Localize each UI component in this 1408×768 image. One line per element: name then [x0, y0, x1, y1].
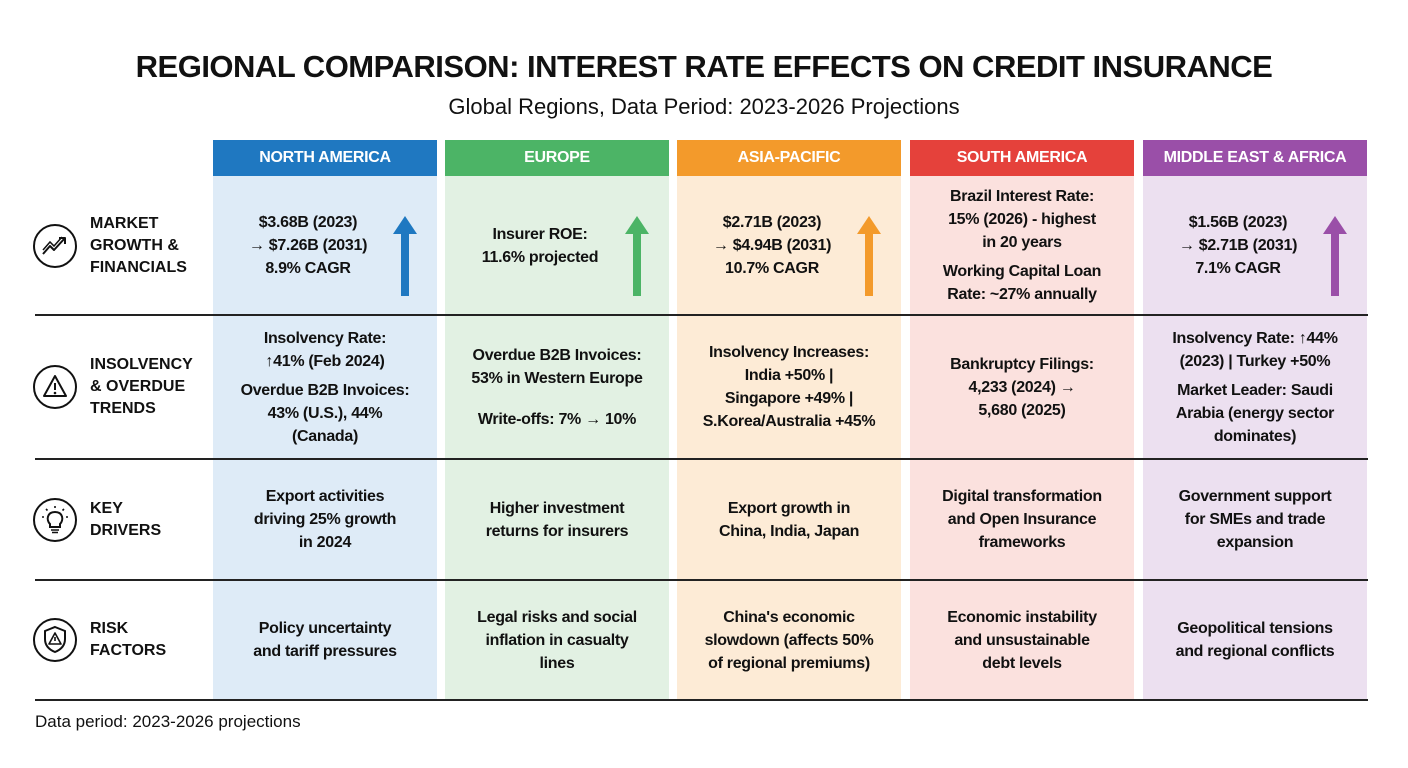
region-header-label: SOUTH AMERICA [956, 149, 1088, 166]
table-cell: China's economic slowdown (affects 50% o… [677, 580, 901, 700]
row-label-text: INSOLVENCY & OVERDUE TRENDS [90, 356, 193, 417]
warning-triangle-icon [33, 365, 77, 409]
table-cell: Legal risks and social inflation in casu… [445, 580, 669, 700]
row-label-text: RISK FACTORS [90, 620, 167, 659]
table-cell: Insolvency Rate: ↑41% (Feb 2024) Overdue … [213, 315, 437, 459]
region-header: EUROPE [445, 140, 669, 176]
up-arrow-icon [857, 216, 881, 296]
table-cell: Geopolitical tensions and regional confl… [1143, 580, 1367, 700]
up-arrow-icon [625, 216, 649, 296]
row-label: KEY DRIVERS [32, 459, 210, 580]
table-cell: Export activities driving 25% growth in … [213, 459, 437, 580]
cell-text: $1.56B (2023) → $2.71B (2031) 7.1% CAGR [1178, 214, 1298, 277]
cell-text: Geopolitical tensions and regional confl… [1175, 620, 1335, 660]
cell-text: Export activities driving 25% growth in … [253, 488, 397, 551]
footer-note: Data period: 2023-2026 projections [35, 712, 301, 731]
table-cell: Export growth in China, India, Japan [677, 459, 901, 580]
cell-text: Write-offs: 7% → 10% [477, 410, 637, 428]
table-cell: $3.68B (2023) → $7.26B (2031) 8.9% CAGR [219, 176, 397, 315]
cell-text: Working Capital Loan Rate: ~27% annually [942, 263, 1102, 303]
cell-text: Export growth in China, India, Japan [718, 499, 860, 540]
row-divider [35, 579, 1368, 581]
cell-text: Insolvency Rate: ↑44% (2023) | Turkey +5… [1172, 329, 1338, 370]
region-column-1 [445, 176, 669, 700]
up-arrow-icon [1323, 216, 1347, 296]
row-label-text: MARKET GROWTH & FINANCIALS [90, 214, 187, 276]
table-cell: Economic instability and unsustainable d… [910, 580, 1134, 700]
shield-warning-icon [33, 618, 77, 662]
row-divider [35, 458, 1368, 460]
cell-text: $3.68B (2023) → $7.26B (2031) 8.9% CAGR [248, 214, 368, 277]
table-cell: Insolvency Rate: ↑44% (2023) | Turkey +5… [1143, 315, 1367, 459]
region-header: SOUTH AMERICA [910, 140, 1134, 176]
table-cell: Higher investment returns for insurers [445, 459, 669, 580]
cell-text: Government support for SMEs and trade ex… [1178, 488, 1332, 551]
table-cell: Digital transformation and Open Insuranc… [910, 459, 1134, 580]
cell-text: Digital transformation and Open Insuranc… [942, 488, 1102, 551]
cell-text: Bankruptcy Filings: 4,233 (2024) → 5,680… [950, 355, 1094, 419]
cell-text: Higher investment returns for insurers [485, 499, 629, 540]
region-column-4 [1143, 176, 1367, 700]
cell-text: Insurer ROE: 11.6% projected [481, 225, 599, 266]
region-header: MIDDLE EAST & AFRICA [1143, 140, 1367, 176]
lightbulb-icon [33, 497, 77, 542]
table-cell: Brazil Interest Rate: 15% (2026) - highe… [910, 176, 1134, 315]
cell-text: Overdue B2B Invoices: 43% (U.S.), 44% (C… [240, 381, 410, 445]
page-subtitle: Global Regions, Data Period: 2023-2026 P… [448, 94, 960, 119]
region-header-label: MIDDLE EAST & AFRICA [1163, 149, 1347, 166]
cell-text: Insolvency Rate: ↑41% (Feb 2024) [263, 329, 387, 370]
cell-text: Legal risks and social inflation in casu… [477, 608, 637, 672]
row-label: MARKET GROWTH & FINANCIALS [32, 176, 210, 315]
region-column-2 [677, 176, 901, 700]
cell-text: Overdue B2B Invoices: 53% in Western Eur… [471, 346, 643, 387]
table-cell: Insurer ROE: 11.6% projected [451, 176, 629, 315]
row-label: INSOLVENCY & OVERDUE TRENDS [32, 315, 210, 459]
region-header: ASIA-PACIFIC [677, 140, 901, 176]
row-divider [35, 699, 1368, 701]
trending-up-icon [33, 223, 77, 268]
cell-text: Economic instability and unsustainable d… [947, 608, 1097, 672]
cell-text: Insolvency Increases: India +50% | Singa… [702, 344, 876, 430]
cell-text: Market Leader: Saudi Arabia (energy sect… [1175, 381, 1335, 445]
region-column-3 [910, 176, 1134, 700]
region-header-label: EUROPE [524, 149, 590, 166]
region-column-0 [213, 176, 437, 700]
row-label: RISK FACTORS [32, 580, 210, 700]
region-header: NORTH AMERICA [213, 140, 437, 176]
cell-text: Policy uncertainty and tariff pressures [253, 620, 397, 660]
table-cell: Government support for SMEs and trade ex… [1143, 459, 1367, 580]
cell-text: $2.71B (2023) → $4.94B (2031) 10.7% CAGR [712, 214, 832, 277]
region-header-label: ASIA-PACIFIC [737, 149, 841, 166]
row-label-text: KEY DRIVERS [90, 499, 162, 539]
up-arrow-icon [393, 216, 417, 296]
cell-text: China's economic slowdown (affects 50% o… [704, 608, 874, 672]
table-cell: Overdue B2B Invoices: 53% in Western Eur… [445, 315, 669, 459]
table-cell: $1.56B (2023) → $2.71B (2031) 7.1% CAGR [1149, 176, 1327, 315]
table-cell: Insolvency Increases: India +50% | Singa… [677, 315, 901, 459]
row-divider [35, 314, 1368, 316]
cell-text: Brazil Interest Rate: 15% (2026) - highe… [948, 188, 1096, 251]
table-cell: Bankruptcy Filings: 4,233 (2024) → 5,680… [910, 315, 1134, 459]
table-cell: $2.71B (2023) → $4.94B (2031) 10.7% CAGR [683, 176, 861, 315]
page-title: REGIONAL COMPARISON: INTEREST RATE EFFEC… [135, 49, 1273, 84]
region-header-label: NORTH AMERICA [259, 149, 391, 166]
table-cell: Policy uncertainty and tariff pressures [213, 580, 437, 700]
